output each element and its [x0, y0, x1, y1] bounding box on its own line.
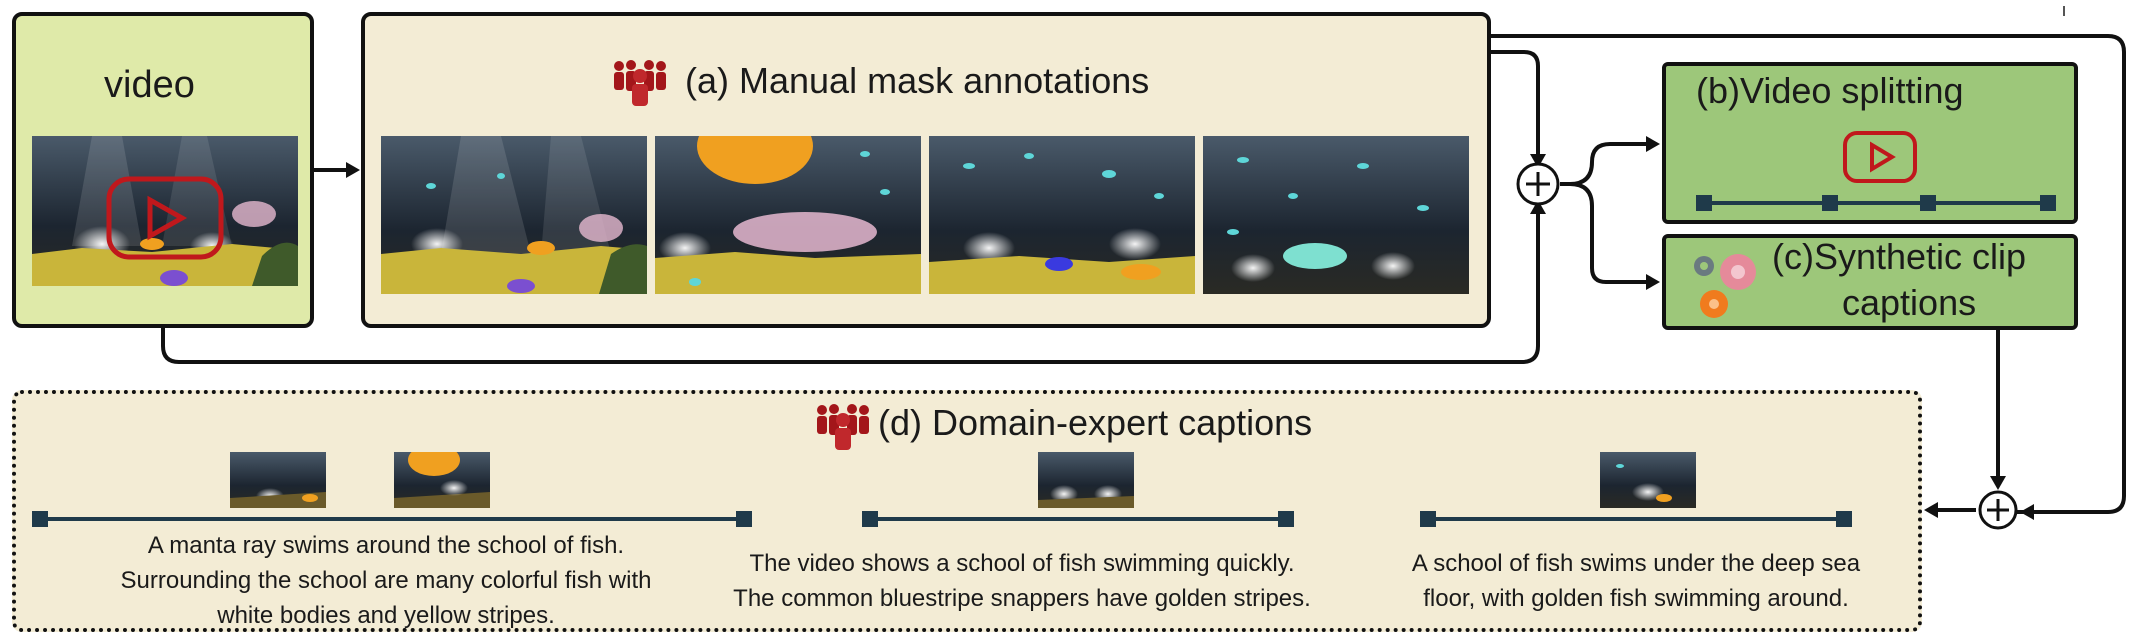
people-icon — [614, 60, 666, 106]
clip-thumbnail — [1600, 452, 1696, 508]
caption-line: A school of fish swims under the deep se… — [1411, 550, 1861, 577]
caption-1: A manta ray swims around the school of f… — [46, 528, 726, 633]
clip-thumbnail — [1038, 452, 1134, 508]
annotated-frame — [929, 136, 1195, 294]
people-icon — [817, 404, 869, 450]
timeline — [32, 511, 752, 527]
plus-icon — [1516, 162, 1560, 206]
domain-expert-captions-panel: (d) Domain-expert captions A manta ray s… — [12, 390, 1922, 632]
clip-thumbnail — [230, 452, 326, 508]
caption-line: A manta ray swims around the school of f… — [147, 532, 625, 559]
synth-title-line1: (c)Synthetic clip — [1772, 236, 2027, 277]
video-title: video — [104, 64, 195, 106]
manual-mask-annotations-panel: (a) Manual mask annotations — [361, 12, 1491, 328]
play-icon — [106, 176, 224, 260]
manual-title: (a) Manual mask annotations — [685, 60, 1150, 101]
timeline — [862, 511, 1294, 527]
caption-line: The video shows a school of fish swimmin… — [749, 550, 1295, 577]
synthetic-clip-captions-box: (c)Synthetic clip captions — [1662, 234, 2078, 330]
caption-3: A school of fish swims under the deep se… — [1346, 546, 1926, 616]
caption-line: Surrounding the school are many colorful… — [120, 567, 652, 594]
timeline — [1420, 511, 1852, 527]
gear-icon — [1694, 254, 1756, 318]
synth-title-line2: captions — [1842, 282, 1977, 323]
expert-title: (d) Domain-expert captions — [878, 402, 1313, 443]
timeline — [1696, 195, 2056, 211]
annotated-frame — [1203, 136, 1469, 294]
caption-line: white bodies and yellow stripes. — [217, 602, 555, 629]
video-splitting-box: (b)Video splitting — [1662, 62, 2078, 224]
plus-icon — [1978, 490, 2018, 530]
play-icon — [1843, 131, 1917, 183]
caption-line: floor, with golden fish swimming around. — [1423, 585, 1849, 612]
annotated-frame — [381, 136, 647, 294]
annotated-frame — [655, 136, 921, 294]
video-input-box: video — [12, 12, 314, 328]
split-title: (b)Video splitting — [1696, 70, 1964, 111]
clip-thumbnail — [394, 452, 490, 508]
caption-line: The common bluestripe snappers have gold… — [733, 585, 1311, 612]
caption-2: The video shows a school of fish swimmin… — [692, 546, 1352, 616]
